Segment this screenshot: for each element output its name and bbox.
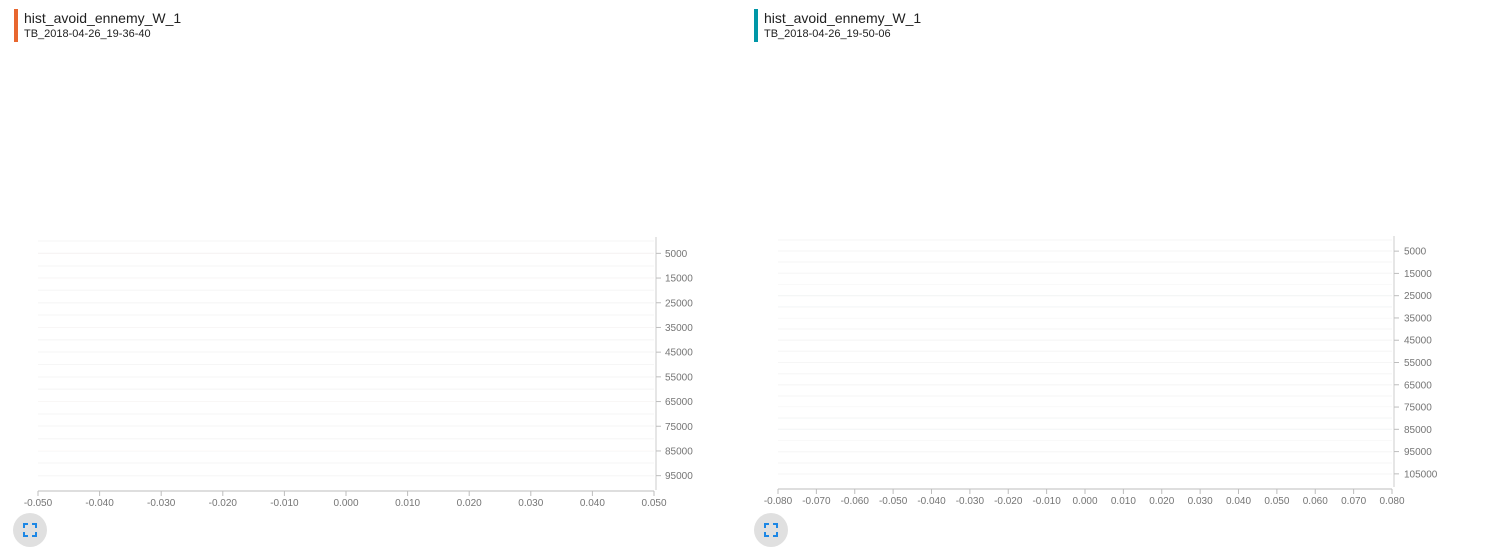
chart-header: hist_avoid_ennemy_W_1 TB_2018-04-26_19-3… — [14, 9, 181, 43]
step-label: 55000 — [1404, 358, 1432, 369]
x-tick-label: 0.070 — [1341, 496, 1366, 507]
step-label: 25000 — [1404, 291, 1432, 302]
x-tick-label: 0.010 — [395, 498, 420, 509]
step-label: 75000 — [665, 422, 693, 433]
step-label: 75000 — [1404, 403, 1432, 414]
run-color-swatch — [754, 9, 758, 42]
step-label: 55000 — [665, 372, 693, 383]
histogram-card-2: hist_avoid_ennemy_W_1 TB_2018-04-26_19-5… — [740, 0, 1480, 554]
x-tick-label: 0.050 — [1264, 496, 1289, 507]
x-axis: -0.050 -0.040 -0.030 -0.020 -0.010 0.000 0.010… — [24, 490, 667, 509]
x-tick-label: -0.080 — [764, 496, 793, 507]
step-baselines — [778, 239, 1392, 475]
x-tick-label: 0.030 — [1188, 496, 1213, 507]
step-label: 5000 — [1404, 247, 1427, 258]
x-tick-label: -0.020 — [994, 496, 1023, 507]
step-label: 25000 — [665, 298, 693, 309]
x-tick-label: -0.010 — [1032, 496, 1061, 507]
expand-button[interactable] — [13, 513, 47, 547]
x-tick-label: 0.040 — [580, 498, 605, 509]
x-tick-label: 0.010 — [1111, 496, 1136, 507]
expand-icon — [764, 523, 778, 537]
step-label: 105000 — [1404, 469, 1438, 480]
x-tick-label: -0.050 — [879, 496, 908, 507]
x-axis: -0.080 -0.070 -0.060 -0.050 -0.040 -0.030 -0.0… — [764, 488, 1405, 507]
step-label: 5000 — [665, 249, 688, 260]
step-label: 65000 — [665, 397, 693, 408]
x-tick-label: 0.000 — [1072, 496, 1097, 507]
x-tick-label: -0.020 — [209, 498, 238, 509]
x-tick-label: 0.020 — [457, 498, 482, 509]
step-label: 35000 — [1404, 313, 1432, 324]
ridges — [777, 239, 1393, 475]
chart-title: hist_avoid_ennemy_W_1 — [764, 10, 922, 26]
step-label: 95000 — [1404, 447, 1432, 458]
x-tick-label: 0.030 — [518, 498, 543, 509]
step-label: 85000 — [1404, 425, 1432, 436]
x-tick-label: 0.020 — [1149, 496, 1174, 507]
step-axis: 5000 15000 25000 35000 45000 55000 65000 75000 8… — [655, 237, 693, 490]
step-label: 35000 — [665, 323, 693, 334]
histogram-card-1: hist_avoid_ennemy_W_1 TB_2018-04-26_19-3… — [0, 0, 740, 554]
x-tick-label: -0.050 — [24, 498, 53, 509]
x-tick-label: -0.030 — [147, 498, 176, 509]
histogram-chart: 5000 15000 25000 35000 45000 55000 65000 75000 8… — [24, 237, 693, 509]
step-label: 45000 — [1404, 336, 1432, 347]
step-label: 85000 — [665, 446, 693, 457]
chart-header: hist_avoid_ennemy_W_1 TB_2018-04-26_19-5… — [754, 9, 921, 43]
step-label: 45000 — [665, 348, 693, 359]
run-name: TB_2018-04-26_19-36-40 — [24, 28, 151, 40]
step-baselines — [38, 240, 654, 477]
x-tick-label: 0.050 — [641, 498, 666, 509]
chart-title: hist_avoid_ennemy_W_1 — [24, 10, 182, 26]
expand-button[interactable] — [754, 513, 788, 547]
step-label: 15000 — [1404, 269, 1432, 280]
x-tick-label: -0.060 — [841, 496, 870, 507]
x-tick-label: 0.060 — [1303, 496, 1328, 507]
x-tick-label: -0.040 — [85, 498, 114, 509]
step-axis: 5000 15000 25000 35000 45000 55000 65000 75000 8… — [1393, 236, 1438, 487]
step-label: 95000 — [665, 471, 693, 482]
step-label: 15000 — [665, 274, 693, 285]
expand-icon — [23, 523, 37, 537]
x-tick-label: -0.040 — [917, 496, 946, 507]
run-color-swatch — [14, 9, 18, 42]
run-name: TB_2018-04-26_19-50-06 — [764, 28, 891, 40]
step-label: 65000 — [1404, 380, 1432, 391]
x-tick-label: 0.080 — [1379, 496, 1404, 507]
x-tick-label: -0.030 — [956, 496, 985, 507]
x-tick-label: -0.070 — [802, 496, 831, 507]
x-tick-label: 0.000 — [333, 498, 358, 509]
ridges — [37, 240, 655, 477]
histogram-chart: 5000 15000 25000 35000 45000 55000 65000 75000 8… — [764, 236, 1438, 507]
x-tick-label: 0.040 — [1226, 496, 1251, 507]
x-tick-label: -0.010 — [270, 498, 299, 509]
